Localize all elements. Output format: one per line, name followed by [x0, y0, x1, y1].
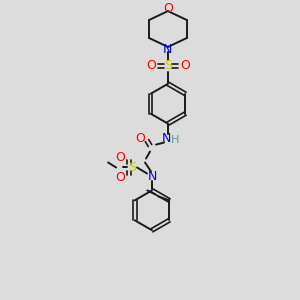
Text: S: S — [128, 161, 136, 174]
Text: O: O — [163, 2, 173, 15]
Text: O: O — [146, 59, 156, 72]
Text: H: H — [171, 135, 179, 145]
Text: N: N — [162, 132, 172, 145]
Text: N: N — [147, 170, 157, 183]
Text: N: N — [163, 44, 172, 56]
Text: S: S — [164, 59, 172, 72]
Text: O: O — [115, 151, 125, 164]
Text: O: O — [180, 59, 190, 72]
Text: O: O — [135, 132, 145, 145]
Text: O: O — [115, 171, 125, 184]
